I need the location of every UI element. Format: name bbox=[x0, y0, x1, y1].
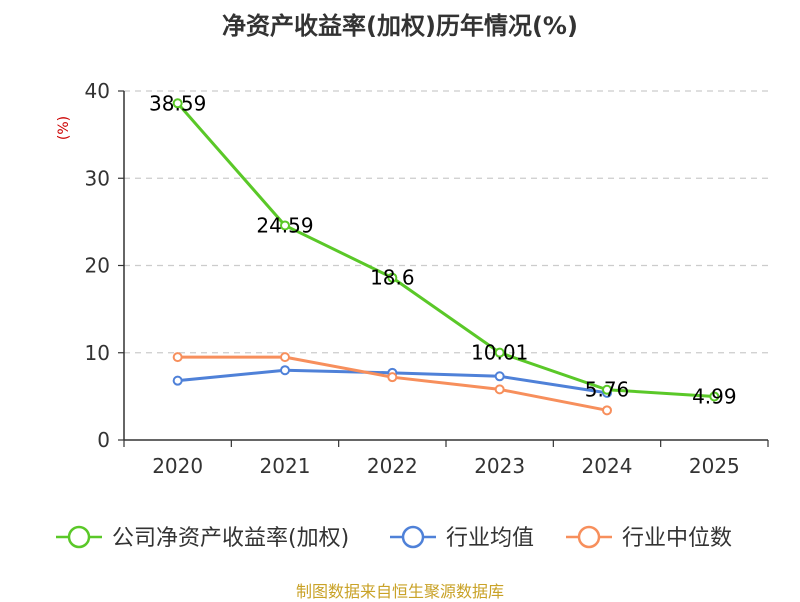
grid-lines bbox=[124, 90, 768, 354]
series-line-0 bbox=[176, 102, 715, 398]
legend-marker-1 bbox=[401, 525, 425, 549]
x-tick-label: 2020 bbox=[152, 454, 203, 478]
data-point bbox=[494, 384, 505, 395]
legend-marker-2 bbox=[577, 525, 601, 549]
data-point bbox=[709, 391, 720, 402]
y-tick-label: 20 bbox=[85, 254, 110, 278]
y-tick-label: 40 bbox=[85, 79, 110, 103]
data-label: 18.6 bbox=[370, 266, 415, 290]
source-note: 制图数据来自恒生聚源数据库 bbox=[295, 582, 504, 601]
x-tick-label: 2021 bbox=[260, 454, 311, 478]
x-tick-label: 2024 bbox=[582, 454, 633, 478]
data-point bbox=[387, 272, 398, 283]
data-label: 38.59 bbox=[149, 91, 206, 115]
data-label: 4.99 bbox=[692, 384, 737, 408]
data-point bbox=[280, 220, 290, 231]
x-tick-label: 2025 bbox=[689, 454, 740, 478]
legend-label-1: 行业均值 bbox=[446, 526, 534, 551]
series-group bbox=[172, 98, 720, 416]
data-point bbox=[280, 365, 290, 376]
axes: 0 10 20 30 40 2020 2021 2022 2023 2024 2025 bbox=[85, 79, 769, 478]
data-label: 10.01 bbox=[471, 341, 528, 365]
data-point bbox=[602, 405, 612, 416]
data-point bbox=[280, 352, 290, 363]
y-tick-label: 30 bbox=[85, 166, 110, 190]
data-label: 24.59 bbox=[256, 213, 313, 237]
data-point bbox=[387, 372, 398, 383]
legend-marker-0 bbox=[67, 525, 91, 549]
y-tick-label: 10 bbox=[85, 341, 110, 365]
data-label: 5.76 bbox=[585, 378, 630, 402]
legend-label-2: 行业中位数 bbox=[622, 526, 732, 551]
data-point bbox=[602, 384, 612, 395]
legend-label-0: 公司净资产收益率(加权) bbox=[112, 526, 349, 551]
x-tick-label: 2023 bbox=[474, 454, 525, 478]
data-point bbox=[172, 375, 183, 386]
data-labels: 38.59 24.59 18.6 10.01 5.76 4.99 bbox=[149, 91, 737, 408]
x-tick-label: 2022 bbox=[367, 454, 418, 478]
data-point bbox=[172, 98, 183, 109]
chart-title: 净资产收益率(加权)历年情况(%) bbox=[222, 12, 578, 40]
data-point bbox=[494, 347, 505, 358]
y-axis-unit-label: (%) bbox=[56, 116, 72, 140]
y-tick-label: 0 bbox=[97, 428, 110, 452]
data-point bbox=[494, 371, 505, 382]
legend: 公司净资产收益率(加权) 行业均值 行业中位数 bbox=[56, 525, 732, 551]
data-point bbox=[172, 352, 183, 363]
